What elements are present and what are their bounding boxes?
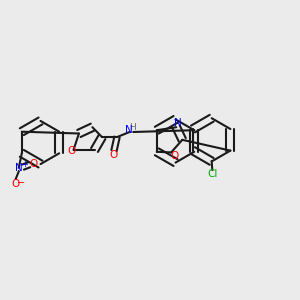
- Text: H: H: [129, 123, 135, 132]
- Text: O: O: [29, 159, 37, 169]
- Text: O: O: [170, 151, 178, 161]
- Text: N: N: [15, 163, 23, 173]
- Text: N: N: [125, 125, 133, 136]
- Text: −: −: [17, 178, 25, 188]
- Text: O: O: [11, 179, 19, 189]
- Text: +: +: [21, 160, 28, 169]
- Text: O: O: [109, 150, 117, 160]
- Text: Cl: Cl: [207, 169, 217, 179]
- Text: O: O: [67, 146, 75, 156]
- Text: N: N: [174, 118, 182, 128]
